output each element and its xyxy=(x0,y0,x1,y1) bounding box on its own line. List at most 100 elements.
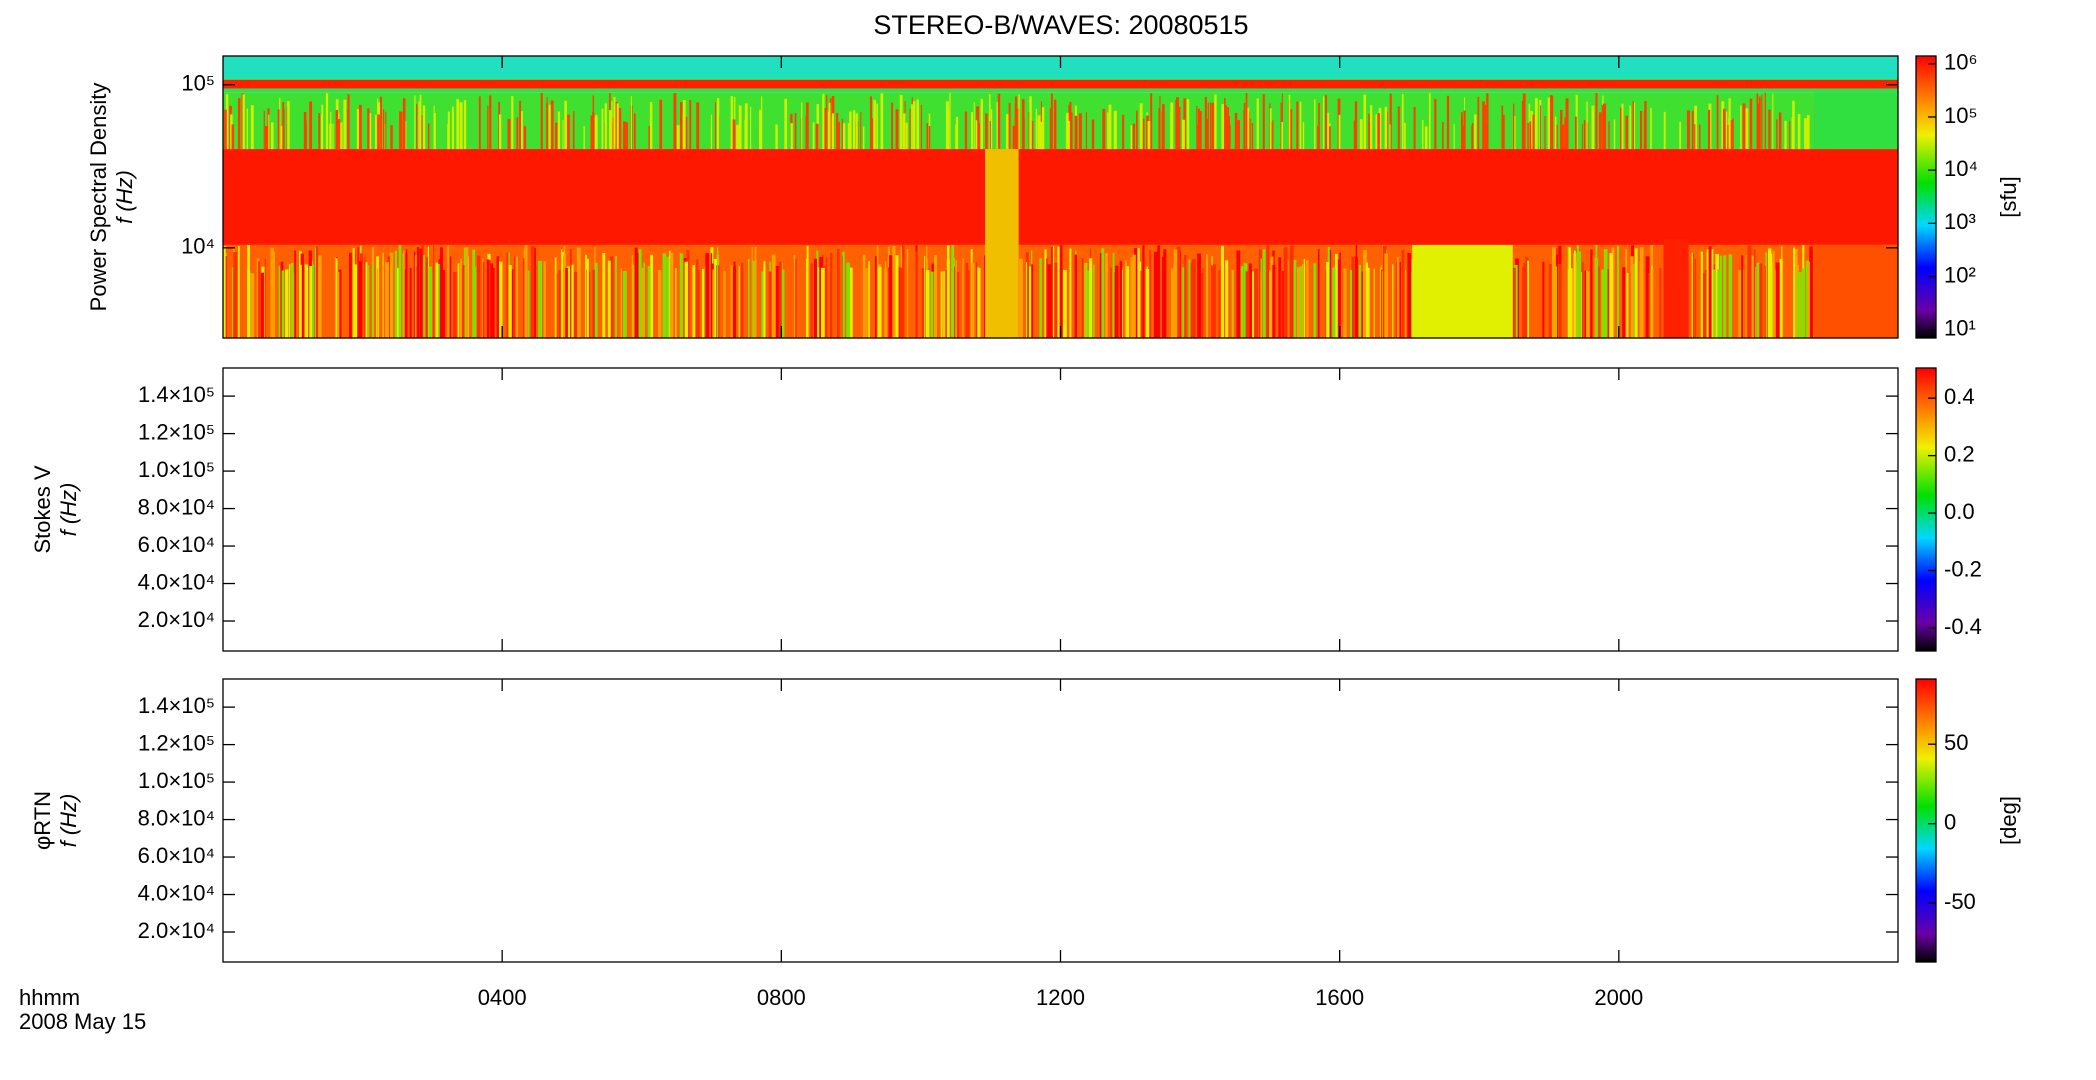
spectrogram-stripe xyxy=(1317,125,1319,150)
spectrogram-stripe xyxy=(1471,125,1473,150)
spectrogram-stripe xyxy=(975,120,978,150)
spectrogram-stripe xyxy=(1732,118,1734,150)
spectrogram-stripe xyxy=(390,125,393,150)
spectrogram-stripe xyxy=(1741,255,1744,338)
spectrogram-stripe xyxy=(315,247,317,338)
spectrogram-stripe xyxy=(1329,249,1332,338)
spectrogram-stripe xyxy=(341,122,343,150)
spectrogram-stripe xyxy=(260,272,264,338)
spectrogram-stripe xyxy=(848,270,851,338)
spectrogram-stripe xyxy=(280,126,283,150)
spectrogram-stripe xyxy=(1750,255,1755,338)
spectrogram-stripe xyxy=(1306,260,1309,338)
spectrogram-stripe xyxy=(1616,245,1620,338)
spectrogram-stripe xyxy=(1586,271,1590,338)
spectrogram-stripe xyxy=(1178,106,1181,150)
spectrogram-stripe xyxy=(427,246,429,338)
spectrogram-stripe xyxy=(1806,115,1810,150)
spectrogram-stripe xyxy=(1018,94,1020,150)
spectrogram-stripe xyxy=(920,104,923,150)
spectrogram-stripe xyxy=(631,255,634,338)
spectrogram-stripe xyxy=(499,261,503,338)
spectrogram-stripe xyxy=(921,268,926,338)
spectrogram-stripe xyxy=(356,109,359,150)
spectrogram-stripe xyxy=(1200,272,1203,338)
spectrogram-stripe xyxy=(1226,120,1229,150)
spectrogram-stripe xyxy=(1462,125,1464,150)
spectrogram-stripe xyxy=(925,270,930,338)
spectrogram-stripe xyxy=(659,99,663,150)
spectrogram-stripe xyxy=(1049,108,1052,150)
spectrogram-stripe xyxy=(566,114,570,150)
spectrogram-stripe xyxy=(365,262,368,338)
spectrogram-stripe xyxy=(964,111,968,150)
y-tick-label: 10⁴ xyxy=(181,234,215,259)
spectrogram-stripe xyxy=(1365,262,1368,338)
spectrogram-stripe xyxy=(1093,264,1095,338)
spectrogram-stripe xyxy=(588,271,591,338)
spectrogram-stripe xyxy=(775,265,779,338)
spectrogram-stripe xyxy=(1728,254,1733,338)
spectrogram-stripe xyxy=(616,103,619,150)
spectrogram-stripe xyxy=(1702,272,1706,338)
spectrogram-stripe xyxy=(1764,265,1766,338)
spectrogram-stripe xyxy=(1162,104,1165,150)
spectrogram-stripe xyxy=(1768,109,1771,150)
spectrogram-stripe xyxy=(409,267,412,338)
spectrogram-stripe xyxy=(892,246,896,338)
spectrogram-stripe xyxy=(632,265,635,338)
spectrogram-stripe xyxy=(1477,96,1480,150)
spectrogram-stripe xyxy=(421,245,424,338)
spectrogram-stripe xyxy=(463,100,467,150)
spectrogram-stripe xyxy=(1221,245,1224,338)
spectrogram-stripe xyxy=(733,261,736,338)
spectrogram-stripe xyxy=(768,271,772,338)
spectrogram-stripe xyxy=(272,251,275,338)
spectrogram-stripe xyxy=(911,104,913,150)
spectrogram-stripe xyxy=(325,93,329,150)
spectrogram-stripe xyxy=(1288,94,1291,150)
spectrogram-stripe xyxy=(1170,102,1174,150)
spectrogram-stripe xyxy=(1625,115,1628,150)
spectrogram-stripe xyxy=(1740,105,1742,150)
spectrogram-stripe xyxy=(527,270,530,338)
spectrogram-stripe xyxy=(562,120,564,150)
spectrogram-stripe xyxy=(1355,257,1359,338)
spectrogram-stripe xyxy=(1029,96,1032,150)
spectrogram-stripe xyxy=(1583,120,1586,150)
spectrogram-stripe xyxy=(1706,249,1710,338)
spectrogram-stripe xyxy=(1713,269,1716,338)
spectrogram-stripe xyxy=(1694,258,1697,338)
spectrogram-stripe xyxy=(826,94,828,150)
spectrogram-stripe xyxy=(1251,271,1255,338)
spectrogram-stripe xyxy=(1723,255,1727,338)
spectrogram-stripe xyxy=(421,115,423,150)
spectrogram-stripe xyxy=(1358,264,1362,338)
spectrogram-stripe xyxy=(1532,114,1535,150)
spectrogram-stripe xyxy=(1213,264,1216,338)
spectrogram-stripe xyxy=(1574,250,1576,338)
spectrogram-stripe xyxy=(1713,264,1717,338)
spectrogram-stripe xyxy=(358,104,362,150)
spectrogram-stripe xyxy=(1158,108,1160,150)
spectrogram-stripe xyxy=(1231,270,1233,338)
colorbar xyxy=(1915,55,1937,339)
spectrogram-stripe xyxy=(482,258,484,338)
spectrogram-stripe xyxy=(284,269,289,338)
spectrogram-stripe xyxy=(714,258,718,338)
spectrogram-stripe xyxy=(710,263,714,338)
spectrogram-stripe xyxy=(1091,119,1095,150)
spectrogram-stripe xyxy=(1243,263,1248,338)
spectrogram-stripe xyxy=(1397,257,1399,338)
spectrogram-stripe xyxy=(666,256,670,338)
spectrogram-stripe xyxy=(401,112,403,150)
spectrogram-stripe xyxy=(1022,100,1024,150)
spectrogram-stripe xyxy=(880,93,884,150)
spectrogram-stripe xyxy=(1793,247,1796,338)
spectrogram-stripe xyxy=(1486,93,1489,150)
spectrogram-stripe xyxy=(1232,270,1234,338)
spectrogram-stripe xyxy=(1196,106,1198,150)
spectrogram-stripe xyxy=(962,258,964,338)
spectrogram-stripe xyxy=(682,99,686,150)
spectrogram-stripe xyxy=(1586,101,1588,150)
